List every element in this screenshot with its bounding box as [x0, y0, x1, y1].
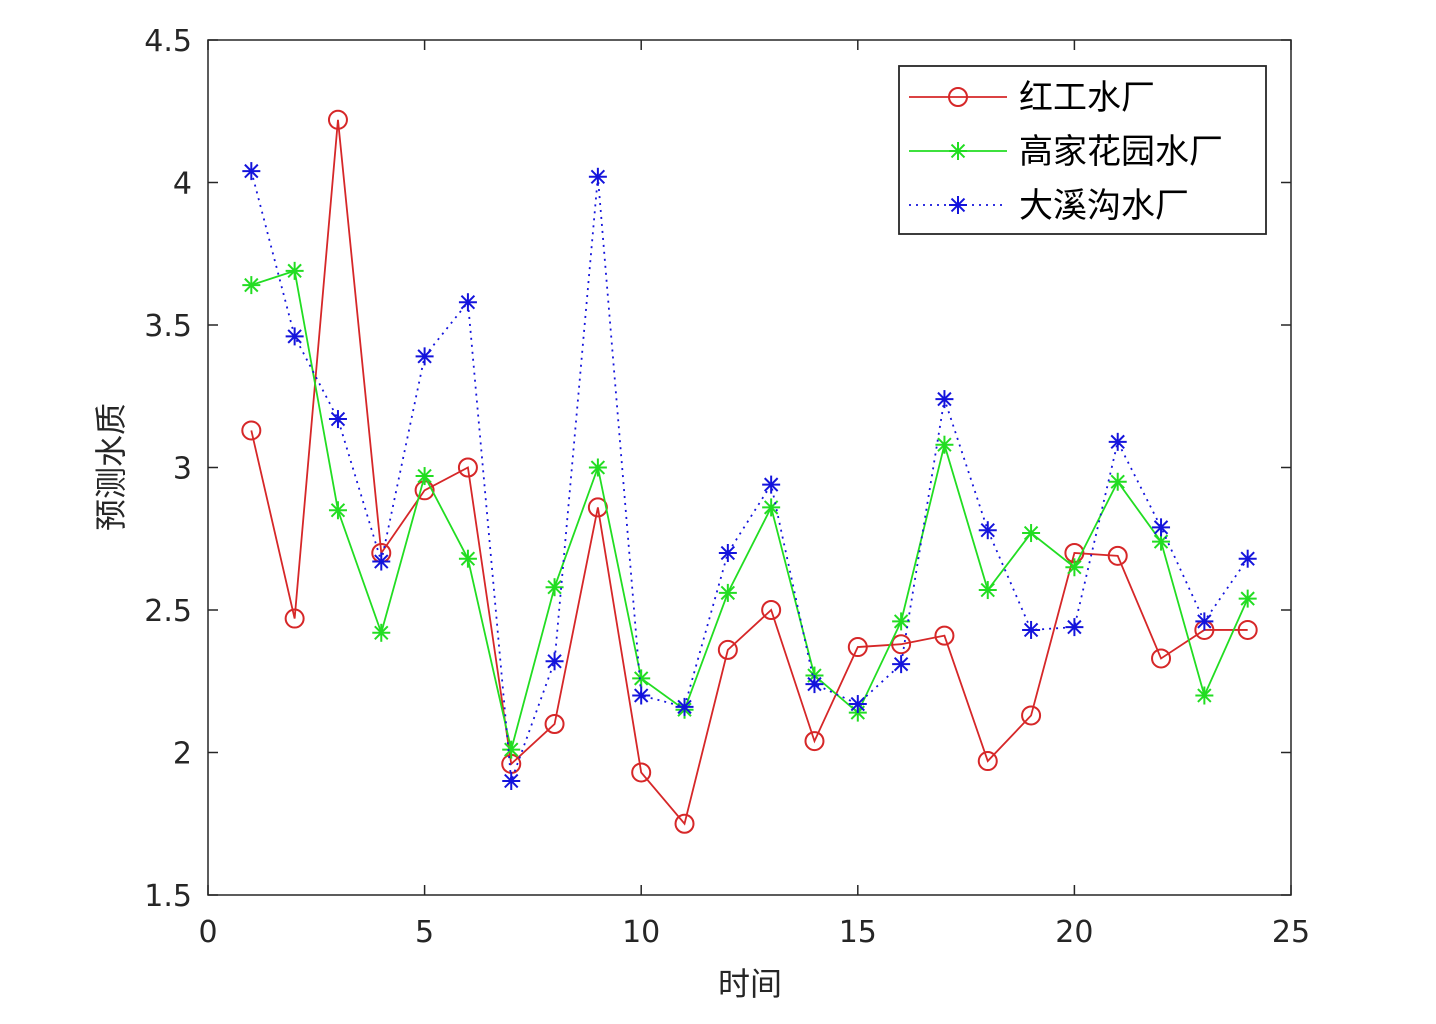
- y-tick-label: 4.5: [144, 24, 192, 59]
- data-point: [327, 109, 348, 130]
- data-point: [632, 669, 651, 688]
- x-axis: 0 5 10 15 20 25: [198, 40, 1310, 950]
- data-point: [1065, 618, 1084, 637]
- data-point: [848, 695, 867, 714]
- x-tick-label: 15: [839, 915, 877, 950]
- data-point: [458, 549, 477, 568]
- series-line: [250, 170, 1249, 782]
- data-point: [762, 475, 781, 494]
- y-tick-label: 1.5: [144, 879, 192, 914]
- data-point: [978, 581, 997, 600]
- y-tick-label: 3: [173, 452, 192, 487]
- data-point: [588, 458, 607, 477]
- data-point: [1151, 648, 1172, 669]
- data-point: [372, 623, 391, 642]
- x-tick-label: 20: [1055, 915, 1093, 950]
- y-axis-title: 预测水质: [92, 403, 130, 531]
- legend-marker: [948, 87, 968, 107]
- y-axis: 1.5 2 2.5 3 3.5 4 4.5: [144, 24, 1291, 914]
- x-axis-title: 时间: [718, 965, 782, 1003]
- data-point: [632, 686, 651, 705]
- data-point: [1237, 619, 1258, 640]
- x-tick-label: 0: [198, 915, 217, 950]
- x-tick-label: 5: [415, 915, 434, 950]
- data-point: [891, 634, 912, 655]
- data-point: [415, 347, 434, 366]
- data-point: [502, 740, 521, 759]
- data-point: [717, 639, 738, 660]
- series-3: [242, 162, 1257, 790]
- legend-label: 红工水厂: [1019, 78, 1155, 118]
- data-point: [892, 612, 911, 631]
- data-point: [241, 420, 262, 441]
- legend-item: 红工水厂: [909, 78, 1155, 118]
- legend-item: 高家花园水厂: [909, 132, 1223, 172]
- y-tick-label: 3.5: [144, 309, 192, 344]
- data-point: [674, 813, 695, 834]
- data-point: [762, 498, 781, 517]
- data-point: [1108, 432, 1127, 451]
- data-point: [804, 731, 825, 752]
- data-point: [1021, 705, 1042, 726]
- data-point: [1238, 589, 1257, 608]
- data-point: [977, 751, 998, 772]
- data-point: [458, 293, 477, 312]
- data-point: [805, 675, 824, 694]
- data-point: [1107, 545, 1128, 566]
- data-point: [675, 697, 694, 716]
- data-point: [372, 552, 391, 571]
- legend-marker: [949, 142, 967, 160]
- data-point: [1195, 612, 1214, 631]
- data-point: [1022, 524, 1041, 543]
- y-tick-label: 2.5: [144, 594, 192, 629]
- data-point: [545, 578, 564, 597]
- data-point: [718, 583, 737, 602]
- data-point: [1195, 686, 1214, 705]
- data-point: [1108, 472, 1127, 491]
- data-point: [588, 167, 607, 186]
- data-point: [847, 637, 868, 658]
- data-point: [242, 162, 261, 181]
- y-tick-label: 2: [173, 737, 192, 772]
- data-point: [1238, 549, 1257, 568]
- series-line: [251, 269, 1249, 750]
- legend-marker: [949, 196, 967, 214]
- data-point: [285, 327, 304, 346]
- data-point: [935, 390, 954, 409]
- data-point: [761, 600, 782, 620]
- data-point: [284, 608, 305, 629]
- data-point: [544, 714, 565, 734]
- x-tick-label: 10: [622, 915, 660, 950]
- data-point: [328, 501, 347, 520]
- series-layer: [241, 109, 1258, 834]
- data-point: [545, 652, 564, 671]
- data-point: [934, 625, 955, 646]
- data-point: [892, 655, 911, 674]
- data-point: [328, 410, 347, 429]
- data-point: [1152, 518, 1171, 537]
- data-point: [1022, 620, 1041, 639]
- data-point: [457, 457, 478, 478]
- data-point: [978, 521, 997, 540]
- data-point: [502, 772, 521, 790]
- legend-label: 高家花园水厂: [1019, 132, 1223, 172]
- data-point: [242, 276, 261, 295]
- data-point: [631, 762, 652, 783]
- data-point: [1065, 558, 1084, 577]
- legend-item: 大溪沟水厂: [909, 186, 1189, 226]
- data-point: [285, 261, 304, 280]
- y-tick-label: 4: [173, 167, 192, 202]
- data-point: [415, 467, 434, 486]
- legend-label: 大溪沟水厂: [1019, 186, 1189, 226]
- data-point: [935, 435, 954, 454]
- data-point: [718, 544, 737, 562]
- x-tick-label: 25: [1272, 915, 1310, 950]
